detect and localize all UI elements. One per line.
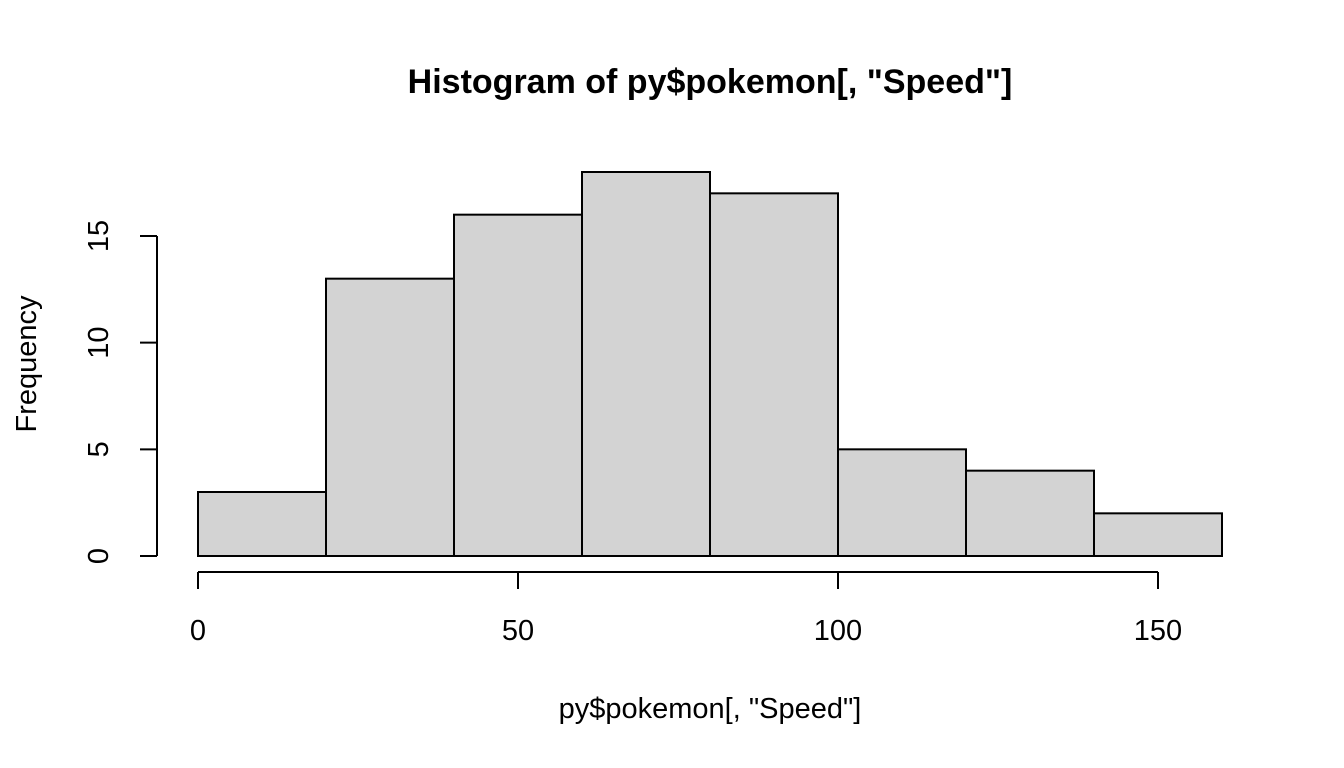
y-axis: 0 5 10 15 (83, 220, 158, 564)
histogram-bar (1093, 512, 1223, 557)
chart-title: Histogram of py$pokemon[, "Speed"] (408, 63, 1013, 101)
histogram-bar (837, 448, 967, 558)
histogram-bar (453, 213, 583, 558)
x-axis: 0 50 100 150 (190, 571, 1182, 647)
y-tick-label: 0 (83, 548, 115, 564)
y-tick-label: 5 (83, 441, 115, 457)
histogram-bar (965, 469, 1095, 557)
x-tick-label: 150 (1134, 615, 1182, 647)
x-tick-label: 0 (190, 615, 206, 647)
y-axis-label: Frequency (11, 295, 43, 433)
y-tick-label: 10 (83, 327, 115, 359)
x-axis-label: py$pokemon[, "Speed"] (559, 693, 862, 725)
histogram-bars (197, 171, 1223, 558)
histogram-bar (581, 171, 711, 557)
y-tick-label: 15 (83, 220, 115, 252)
histogram-bar (325, 277, 455, 557)
x-tick-label: 50 (502, 615, 534, 647)
histogram-bar (709, 192, 839, 557)
histogram-bar (197, 491, 327, 557)
x-tick-label: 100 (814, 615, 862, 647)
